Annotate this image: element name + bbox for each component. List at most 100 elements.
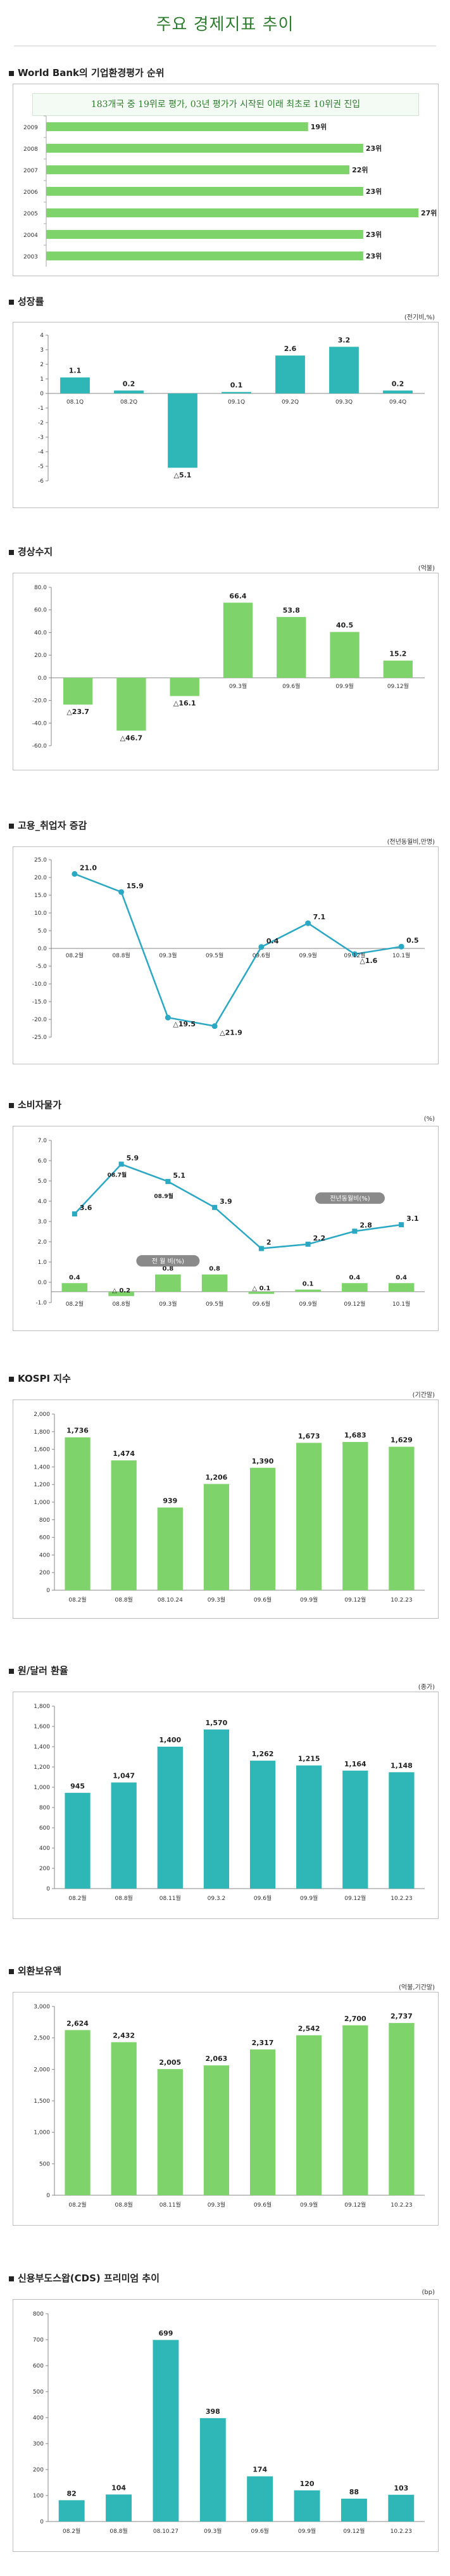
bar — [275, 355, 305, 393]
y-tick-label: 2006 — [23, 189, 38, 196]
legend-label: 전년동월비(%) — [330, 1195, 370, 1202]
bar — [388, 2494, 415, 2522]
data-label: 2,063 — [206, 2055, 228, 2063]
y-tick-label: 80.0 — [34, 585, 47, 591]
y-tick-label: -2 — [38, 420, 44, 426]
y-tick-label: 300 — [33, 2441, 44, 2447]
data-point — [211, 1023, 218, 1030]
y-tick-label: 1,200 — [34, 1482, 50, 1488]
bar — [106, 2494, 132, 2522]
bullet-icon — [9, 1376, 14, 1382]
bar — [157, 1747, 183, 1889]
x-tick-label: 08.8월 — [115, 1894, 133, 1902]
data-label: 0.2 — [123, 379, 135, 388]
chart-cpi: 7.0 6.0 5.0 4.0 3.0 2.0 1.0 0.0 -1.0 0.4 08.2월 △ 0.… — [35, 1138, 425, 1308]
y-tick-label: 400 — [33, 2415, 44, 2421]
data-label: 1,262 — [252, 1750, 274, 1758]
chart-frame-cpi: 7.0 6.0 5.0 4.0 3.0 2.0 1.0 0.0 -1.0 0.4 08.2월 △ 0.… — [13, 1126, 439, 1331]
bar — [389, 1772, 415, 1889]
x-tick-label: 10.1월 — [392, 952, 410, 959]
series-line — [74, 873, 402, 1028]
data-label: 23위 — [366, 188, 382, 196]
data-label: △5.1 — [174, 471, 192, 479]
wb-subtitle: 183개국 중 19위로 평가, 03년 평가가 시작된 이래 최초로 10위권… — [32, 93, 419, 116]
data-label: 0.2 — [392, 379, 404, 388]
data-point — [118, 889, 125, 895]
data-point — [72, 1211, 77, 1217]
x-tick-label: 09.9월 — [300, 1596, 318, 1604]
y-tick-label: 3,000 — [34, 2004, 50, 2010]
y-tick-label: 2.0 — [38, 1239, 47, 1246]
x-tick-label: 08.2월 — [63, 2527, 80, 2535]
data-label: 22위 — [352, 166, 368, 174]
data-point — [399, 1222, 404, 1228]
bar — [203, 1729, 230, 1889]
bar — [341, 2498, 367, 2522]
data-label: 1,474 — [113, 1450, 135, 1458]
data-label: △ 0.2 — [112, 1287, 130, 1294]
unit-growth: (전기비,%) — [404, 314, 435, 321]
bar — [383, 660, 413, 678]
y-tick-label: 1.0 — [38, 1259, 47, 1266]
bar — [111, 1782, 137, 1889]
legend-label: 전 월 비(%) — [152, 1258, 184, 1265]
x-tick-label: 09.3Q — [335, 399, 353, 405]
x-tick-label: 10.2.23 — [391, 1597, 412, 1604]
x-tick-label: 09.6월 — [253, 952, 270, 959]
y-tick-label: 2,000 — [34, 1412, 50, 1418]
data-label: 2,542 — [298, 2024, 320, 2032]
y-tick-label: 1,800 — [34, 1429, 50, 1436]
bar — [65, 1792, 91, 1889]
y-tick-label: 200 — [39, 1866, 50, 1872]
data-label: 398 — [206, 2407, 220, 2416]
page-title: 주요 경제지표 추이 — [156, 15, 294, 34]
y-tick-label: 600 — [39, 1535, 50, 1541]
y-tick-label: 1,800 — [34, 1704, 50, 1710]
section-title-text: 외환보유액 — [18, 1965, 62, 1977]
x-tick-label: 09.9월 — [298, 2527, 316, 2535]
x-tick-label: 09.3월 — [229, 682, 247, 690]
y-tick-label: 7.0 — [38, 1138, 47, 1144]
section-title-wb: World Bank의 기업환경평가 순위 — [9, 66, 165, 79]
chart-current: 80.0 60.0 40.0 20.0 0.0 -20.0 -40.0 -60.0 △23.7 0… — [32, 585, 425, 749]
data-label: 1,164 — [344, 1760, 366, 1768]
y-tick-label: 0 — [40, 2519, 44, 2525]
bar — [157, 2069, 183, 2195]
data-label: 1,215 — [298, 1755, 320, 1763]
y-tick-label: -25.0 — [32, 1035, 47, 1041]
x-tick-label: 08.8월 — [109, 2527, 127, 2535]
y-tick-label: 400 — [39, 1846, 50, 1852]
bar — [329, 347, 359, 393]
x-tick-label: 09.5월 — [206, 952, 223, 959]
section-title-text: 원/달러 환율 — [18, 1665, 68, 1676]
y-tick-label: 2,000 — [34, 2067, 50, 2073]
chart-cds: 800 700 600 500 400 300 200 100 0 82 08.2월 104 08.8월… — [33, 2311, 425, 2535]
data-label: 939 — [163, 1496, 177, 1505]
section-title-text: World Bank의 기업환경평가 순위 — [18, 67, 165, 79]
chart-frame-fx: 1,800 1,600 1,400 1,200 1,000 800 600 400 200 0 94… — [13, 1692, 439, 1919]
unit-kospi: (기간말) — [412, 1392, 435, 1399]
bar — [155, 1274, 181, 1292]
y-tick-label: 500 — [33, 2389, 44, 2395]
x-tick-label: 09.12월 — [387, 682, 409, 690]
bar — [46, 122, 308, 131]
data-label: 23위 — [366, 144, 382, 153]
x-tick-label: 08.2월 — [68, 2201, 86, 2209]
y-tick-label: 800 — [39, 1517, 50, 1524]
y-tick-label: 2009 — [23, 125, 38, 131]
data-label: 2,432 — [113, 2031, 135, 2039]
data-label: 2 — [266, 1239, 272, 1247]
data-label: 0.8 — [163, 1266, 174, 1273]
y-tick-label: 2005 — [23, 211, 38, 217]
x-tick-label: 09.3월 — [208, 1596, 225, 1604]
y-tick-label: -5 — [38, 464, 44, 470]
x-tick-label: 09.12월 — [344, 952, 365, 959]
data-point — [305, 920, 311, 926]
y-tick-label: 0 — [46, 2193, 50, 2199]
data-label: 0.4 — [69, 1274, 80, 1281]
y-tick-label: 5.0 — [38, 928, 47, 934]
y-tick-label: 2008 — [23, 146, 38, 153]
bar — [203, 2065, 230, 2195]
chart-wb: 2009 19위 2008 23위 2007 22위 2006 23위 2005 27위 2004 2… — [23, 115, 437, 267]
x-tick-label: 09.12월 — [343, 2527, 365, 2535]
